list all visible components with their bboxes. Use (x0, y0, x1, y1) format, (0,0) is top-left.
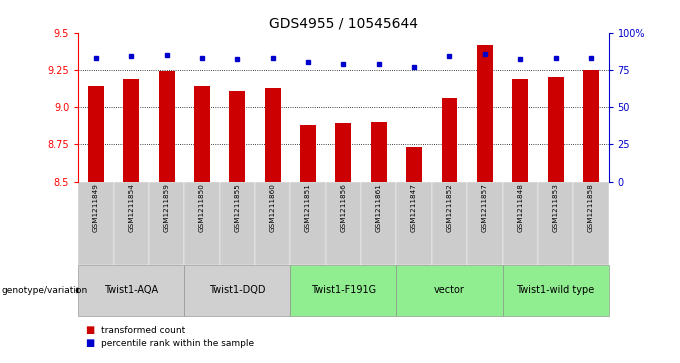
Text: GSM1211847: GSM1211847 (411, 183, 417, 232)
Text: GSM1211855: GSM1211855 (235, 183, 240, 232)
Bar (477, 45, 493, 182)
Text: ■: ■ (85, 338, 95, 348)
Bar (547, 77, 564, 182)
Text: GSM1211850: GSM1211850 (199, 183, 205, 232)
Bar (406, 147, 422, 182)
Text: GSM1211854: GSM1211854 (129, 183, 134, 232)
Text: genotype/variation: genotype/variation (1, 286, 88, 295)
Text: percentile rank within the sample: percentile rank within the sample (101, 339, 254, 347)
Text: GSM1211861: GSM1211861 (376, 183, 381, 232)
Bar (123, 79, 139, 182)
Bar (229, 91, 245, 182)
Text: Twist1-wild type: Twist1-wild type (516, 285, 595, 295)
Bar (371, 122, 387, 182)
Text: GSM1211858: GSM1211858 (588, 183, 594, 232)
Text: GSM1211848: GSM1211848 (517, 183, 523, 232)
Text: GSM1211853: GSM1211853 (553, 183, 558, 232)
Text: Twist1-F191G: Twist1-F191G (311, 285, 376, 295)
Text: GSM1211852: GSM1211852 (447, 183, 452, 232)
Bar (265, 88, 281, 182)
Text: vector: vector (434, 285, 465, 295)
Bar (335, 123, 352, 182)
Text: ■: ■ (85, 325, 95, 335)
Text: transformed count: transformed count (101, 326, 185, 335)
Text: GSM1211859: GSM1211859 (164, 183, 169, 232)
Bar (88, 86, 104, 182)
Text: Twist1-AQA: Twist1-AQA (104, 285, 158, 295)
Bar (194, 86, 210, 182)
Text: GSM1211860: GSM1211860 (270, 183, 275, 232)
Text: GSM1211849: GSM1211849 (93, 183, 99, 232)
Bar (583, 70, 599, 182)
Title: GDS4955 / 10545644: GDS4955 / 10545644 (269, 16, 418, 30)
Bar (300, 125, 316, 182)
Text: GSM1211856: GSM1211856 (341, 183, 346, 232)
Text: GSM1211857: GSM1211857 (482, 183, 488, 232)
Bar (441, 98, 458, 182)
Text: Twist1-DQD: Twist1-DQD (209, 285, 266, 295)
Bar (158, 72, 175, 182)
Text: GSM1211851: GSM1211851 (305, 183, 311, 232)
Bar (512, 79, 528, 182)
